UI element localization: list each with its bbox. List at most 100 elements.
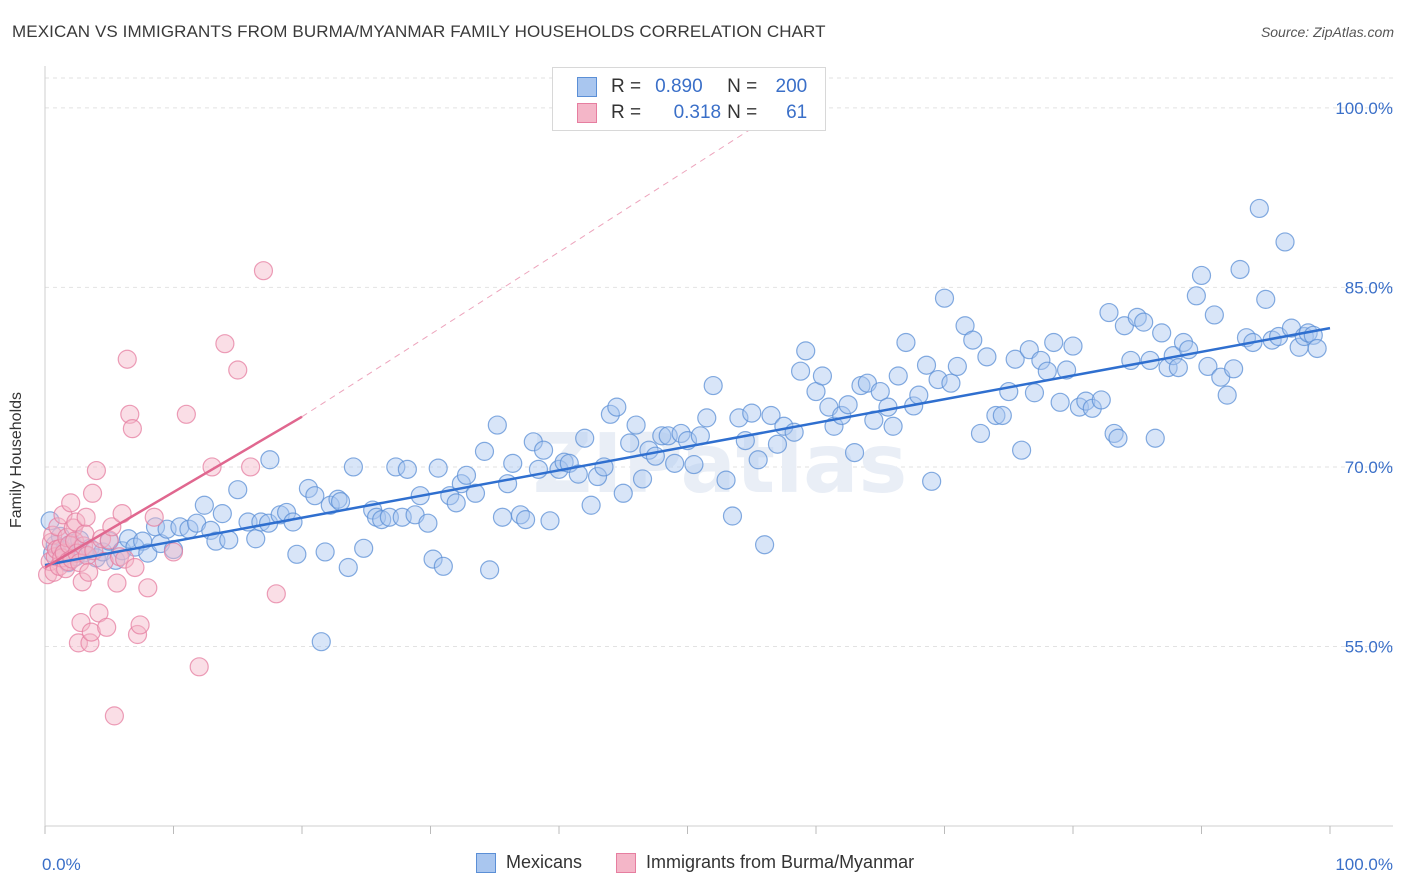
mexicans-point: [1108, 428, 1128, 448]
burma-point: [189, 657, 209, 677]
source-credit: Source: ZipAtlas.com: [1260, 24, 1394, 40]
n-label: N =: [727, 76, 758, 97]
burma-point: [125, 557, 145, 578]
legend-item-burma[interactable]: Immigrants from Burma/Myanmar: [616, 852, 914, 873]
stats-legend: R = 0.890 N = 200 R = 0.318 N = 61: [552, 67, 826, 131]
mexicans-point: [194, 495, 214, 515]
burma-point: [71, 612, 91, 633]
burma-point: [122, 419, 142, 439]
burma-point: [138, 578, 158, 598]
x-tick-label: 100.0%: [1335, 855, 1393, 874]
mexicans-point: [645, 446, 665, 466]
mexicans-point: [812, 366, 833, 386]
mexicans-point: [260, 450, 280, 470]
legend-label: Immigrants from Burma/Myanmar: [646, 852, 915, 872]
burma-trend-extension: [301, 107, 785, 418]
mexicans-point: [386, 457, 406, 477]
mexicans-point: [397, 459, 417, 479]
mexicans-trend-line: [44, 326, 1331, 567]
burma-point: [94, 551, 114, 572]
stats-row-mexicans: R = 0.890 N = 200: [577, 74, 807, 100]
burma-point: [163, 542, 184, 562]
mexicans-point: [433, 556, 453, 576]
r-value: 0.318: [673, 102, 722, 123]
mexicans-point: [1134, 312, 1154, 332]
mexicans-point: [474, 441, 495, 461]
mexicans-point: [697, 408, 717, 428]
burma-point: [228, 360, 248, 380]
legend-label: Mexicans: [506, 852, 583, 872]
mexicans-point: [487, 415, 507, 435]
mexicans-point: [343, 457, 363, 477]
burma-point: [82, 483, 103, 503]
mexicans-point: [684, 454, 704, 475]
mexicans-point: [320, 495, 340, 515]
burma-point: [215, 334, 235, 354]
mexicans-point: [456, 465, 477, 485]
mexicans-point: [446, 493, 466, 513]
burma-point: [107, 573, 127, 593]
mexicans-point: [1168, 358, 1188, 378]
mexicans-point: [465, 483, 486, 503]
mexicans-point: [540, 511, 560, 531]
burma-point: [120, 404, 140, 424]
mexicans-point: [970, 423, 991, 444]
burma-trend-line: [44, 415, 303, 569]
mexicans-point: [620, 433, 640, 453]
mexicans-point: [423, 549, 443, 569]
mexicans-point: [372, 510, 392, 530]
mexicans-point: [1191, 265, 1212, 286]
mexicans-point: [1230, 259, 1250, 280]
mexicans-point: [1224, 359, 1244, 379]
mexicans-point: [219, 530, 239, 550]
x-tick-label: 0.0%: [42, 855, 81, 874]
mexicans-point: [722, 506, 743, 526]
y-axis-label: Family Households: [8, 391, 25, 529]
legend-item-mexicans[interactable]: Mexicans: [476, 852, 582, 873]
burma-point: [176, 404, 196, 424]
burma-point: [253, 261, 274, 281]
mexicans-point: [888, 366, 908, 386]
mexicans-point: [941, 373, 961, 393]
mexicans-point: [428, 458, 448, 478]
mexicans-point: [767, 434, 788, 454]
mexicans-point: [934, 288, 955, 308]
burma-point: [117, 349, 137, 369]
y-tick-label: 55.0%: [1345, 637, 1393, 656]
mexicans-point: [754, 535, 775, 555]
mexicans-point: [652, 426, 672, 446]
mexicans-point: [870, 381, 890, 402]
mexicans-point: [1031, 350, 1051, 371]
burma-swatch: [616, 852, 637, 873]
mexicans-point: [665, 453, 685, 473]
r-label: R =: [611, 76, 642, 97]
mexicans-point: [581, 495, 601, 515]
mexicans-point: [986, 405, 1006, 426]
mexicans-point: [896, 332, 916, 353]
mexicans-point: [503, 453, 523, 473]
mexicans-point: [1217, 385, 1237, 405]
mexicans-point: [328, 489, 348, 509]
mexicans-point: [1037, 361, 1057, 381]
mexicans-point: [928, 369, 948, 390]
mexicans-point: [515, 510, 536, 530]
mexicans-point: [492, 507, 513, 527]
mexicans-point: [600, 404, 621, 424]
burma-point: [266, 584, 286, 604]
burma-point: [86, 460, 107, 481]
mexicans-point: [878, 397, 898, 417]
mexicans-point: [1024, 383, 1045, 403]
mexicans-point: [992, 405, 1012, 426]
mexicans-point: [883, 416, 903, 436]
mexicans-point: [1307, 338, 1327, 359]
mexicans-point: [742, 403, 762, 423]
n-value: 200: [775, 76, 808, 97]
mexicans-point: [1050, 392, 1070, 412]
mexicans-point: [703, 375, 723, 396]
stats-row-burma: R = 0.318 N = 61: [577, 100, 807, 126]
mexicans-point: [626, 415, 646, 435]
y-tick-label: 70.0%: [1345, 458, 1393, 477]
mexicans-point: [796, 341, 816, 361]
n-label: N =: [727, 102, 758, 123]
